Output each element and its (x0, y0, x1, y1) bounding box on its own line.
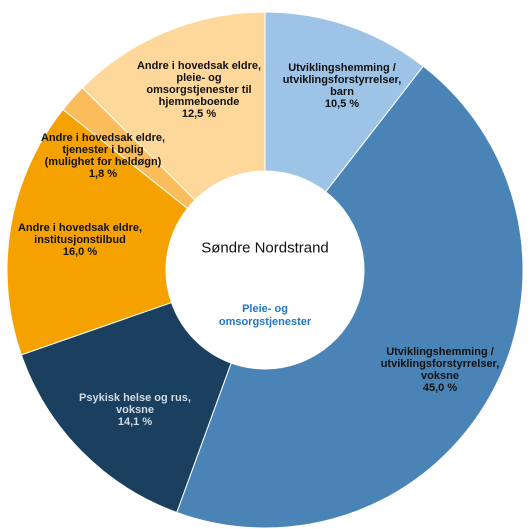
slice-label: Andre i hovedsak eldre, institusjonstilb… (10, 222, 150, 258)
donut-slice (264, 11, 424, 193)
category-label: Andre i hovedsak eldre, pleie- og omsorg… (136, 60, 262, 108)
slice-label: Utviklingshemming / utviklingsforstyrrel… (277, 62, 407, 110)
chart-title: Søndre Nordstrand (201, 239, 329, 257)
slice-label: Psykisk helse og rus, voksne 14,1 % (65, 392, 205, 428)
chart-subtitle: Pleie- og omsorgstjenester (218, 303, 312, 328)
category-label: Andre i hovedsak eldre, tjenester i boli… (40, 132, 166, 168)
value-label: 12,5 % (181, 108, 217, 120)
value-label: 1,8 % (88, 168, 118, 180)
value-label: 10,5 % (324, 98, 360, 110)
value-label: 16,0 % (62, 246, 98, 258)
value-label: 45,0 % (422, 382, 458, 394)
value-label: 14,1 % (117, 416, 153, 428)
category-label: Utviklingshemming / utviklingsforstyrrel… (282, 62, 402, 98)
category-label: Psykisk helse og rus, voksne (79, 392, 191, 416)
donut-slice (176, 65, 524, 529)
slice-label: Andre i hovedsak eldre, tjenester i boli… (38, 132, 168, 180)
category-label: Andre i hovedsak eldre, institusjonstilb… (17, 222, 143, 246)
slice-label: Utviklingshemming / utviklingsforstyrrel… (365, 346, 515, 394)
slice-label: Andre i hovedsak eldre, pleie- og omsorg… (129, 60, 269, 120)
donut-slice (20, 301, 232, 514)
donut-slice (81, 11, 266, 201)
donut-slice (6, 108, 189, 356)
category-label: Utviklingshemming / utviklingsforstyrrel… (380, 346, 500, 382)
